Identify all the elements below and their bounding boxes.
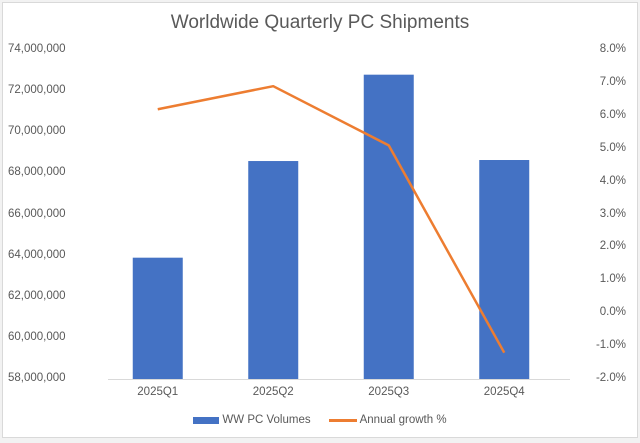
left-axis-tick: 64,000,000 — [8, 248, 66, 261]
bar-2025Q1[interactable] — [132, 257, 183, 379]
left-axis-tick: 62,000,000 — [8, 289, 66, 302]
right-axis-tick: 7.0% — [599, 75, 626, 88]
left-axis-tick: 58,000,000 — [8, 372, 66, 384]
left-axis-tick: 66,000,000 — [8, 207, 66, 220]
right-axis-tick: -2.0% — [595, 372, 626, 384]
chart-frame — [2, 2, 638, 438]
right-axis-tick: 2.0% — [599, 240, 626, 253]
right-axis-tick: 5.0% — [599, 141, 626, 154]
right-axis-tick: 0.0% — [599, 306, 626, 319]
right-axis-tick: 8.0% — [599, 43, 626, 55]
right-axis-tick: -1.0% — [595, 339, 626, 352]
x-axis-tick: 2025Q4 — [483, 386, 525, 398]
left-axis-tick: 70,000,000 — [8, 125, 66, 138]
bar-2025Q2[interactable] — [248, 161, 299, 379]
bar-2025Q4[interactable] — [479, 160, 530, 379]
legend: WW PC Volumes Annual growth % — [0, 414, 640, 426]
left-axis-tick: 60,000,000 — [8, 330, 66, 343]
left-axis-tick: 72,000,000 — [8, 84, 66, 97]
left-axis-tick: 74,000,000 — [8, 43, 66, 55]
chart-title: Worldwide Quarterly PC Shipments — [170, 12, 470, 33]
x-axis-tick: 2025Q1 — [137, 386, 179, 398]
legend-label-volumes: WW PC Volumes — [222, 414, 311, 426]
legend-item-growth[interactable]: Annual growth % — [328, 414, 447, 426]
legend-item-volumes[interactable]: WW PC Volumes — [193, 414, 311, 426]
bar-swatch-icon — [193, 416, 220, 424]
x-axis-tick: 2025Q3 — [368, 386, 410, 398]
right-axis-tick: 4.0% — [599, 174, 626, 187]
left-axis-tick: 68,000,000 — [8, 166, 66, 179]
growth-line[interactable] — [157, 84, 506, 354]
right-axis-tick: 6.0% — [599, 108, 626, 121]
right-axis-tick: 3.0% — [599, 207, 626, 220]
x-axis-tick: 2025Q2 — [252, 386, 294, 398]
bar-2025Q3[interactable] — [363, 74, 414, 380]
legend-label-growth: Annual growth % — [359, 414, 447, 426]
line-swatch-icon — [328, 418, 357, 422]
right-axis-tick: 1.0% — [599, 273, 626, 286]
